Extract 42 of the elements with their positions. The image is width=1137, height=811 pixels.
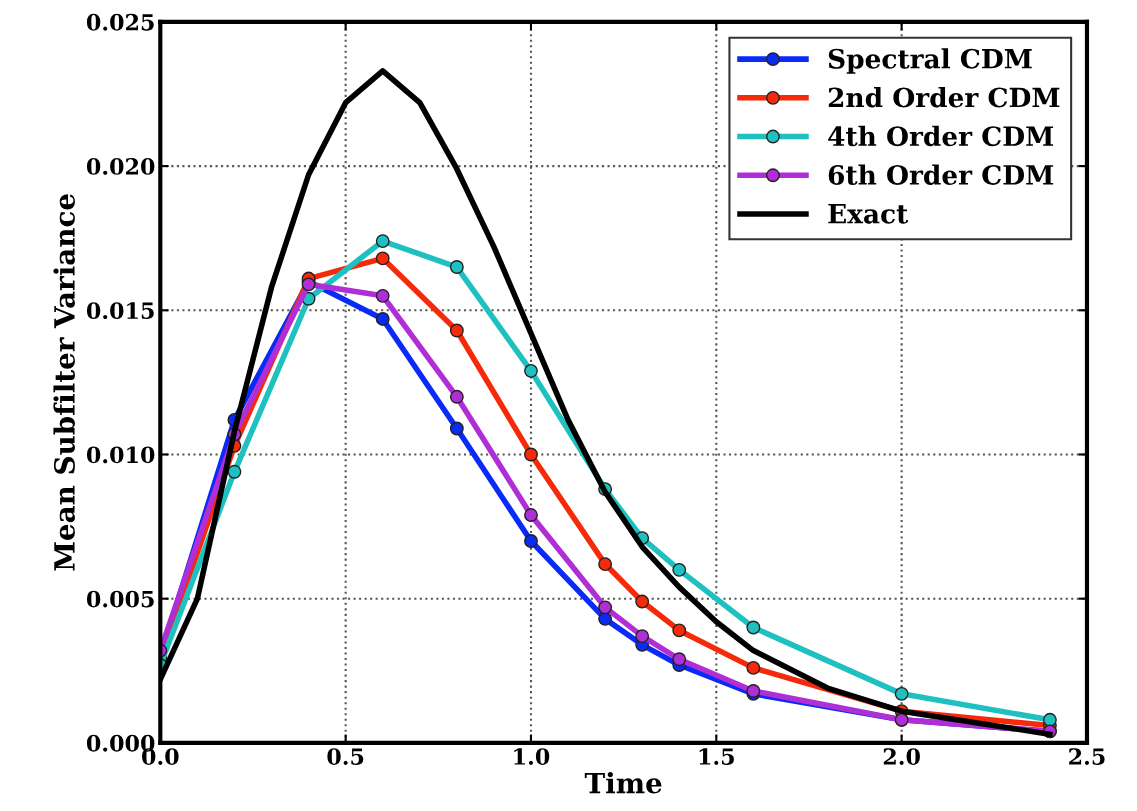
x-tick-label: 1.0	[514, 748, 550, 765]
legend-label: 2nd Order CDM	[828, 87, 1060, 108]
point	[894, 686, 909, 701]
x-tick-label: 1.5	[699, 748, 734, 765]
point	[746, 660, 761, 675]
point	[672, 562, 687, 577]
point	[524, 363, 538, 378]
y-axis-title: Mean Subfilter Variance	[53, 194, 75, 571]
y-tick-label: 0.005	[86, 590, 154, 608]
legend-label: 4th Order CDM	[828, 125, 1054, 147]
y-tick-label: 0.020	[86, 158, 155, 175]
point	[635, 629, 650, 644]
y-tick-label: 0.025	[86, 13, 154, 31]
point	[524, 447, 538, 462]
point	[375, 311, 390, 326]
point	[375, 234, 390, 249]
y-tick-label: 0.010	[86, 446, 155, 464]
point	[598, 611, 613, 626]
point	[524, 534, 538, 548]
point	[598, 600, 613, 615]
x-axis-title: Time	[584, 772, 662, 794]
point	[746, 620, 761, 635]
point	[227, 464, 242, 479]
x-tick-label: 2.5	[1069, 748, 1105, 765]
point	[1042, 712, 1057, 727]
x-tick-label: 0.5	[327, 748, 364, 765]
point	[449, 421, 464, 436]
legend-label: Exact	[828, 204, 909, 224]
legend-label: 6th Order CDM	[828, 164, 1054, 185]
legend-label: Spectral CDM	[828, 48, 1032, 74]
point	[449, 323, 464, 338]
point	[672, 623, 687, 638]
point	[375, 288, 390, 303]
point	[449, 260, 464, 274]
point	[672, 652, 687, 667]
y-tick-label: 0.015	[86, 302, 154, 320]
point	[598, 557, 613, 572]
point	[449, 389, 464, 404]
point	[635, 594, 650, 609]
point	[524, 508, 538, 522]
point	[375, 251, 390, 266]
x-tick-label: 2.0	[883, 748, 920, 765]
